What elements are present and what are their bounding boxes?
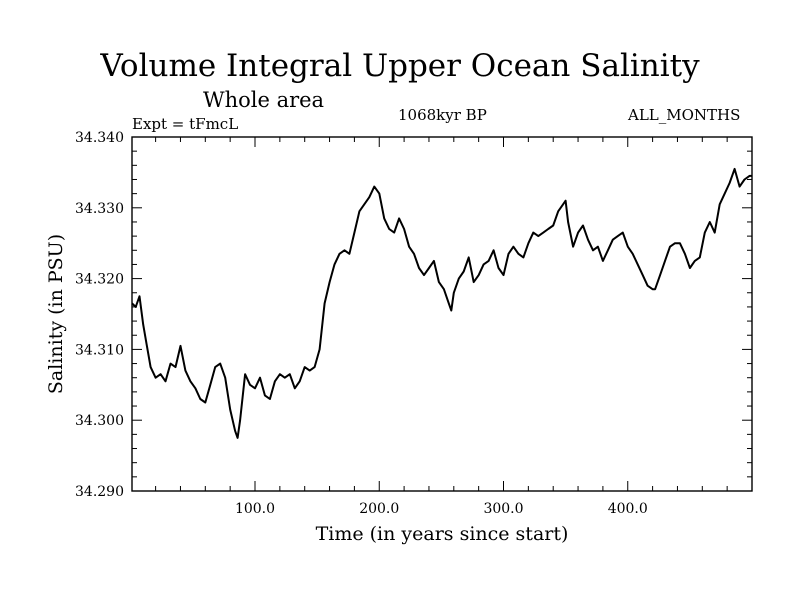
- plot-frame: [131, 136, 753, 492]
- y-tick-label: 34.320: [75, 272, 124, 288]
- y-tick-label: 34.310: [75, 342, 124, 358]
- y-tick-label: 34.290: [75, 484, 124, 500]
- x-tick-label: 300.0: [483, 501, 523, 517]
- tick-labels: 100.0 200.0 300.0 400.0 34.290 34.300 34.310 34…: [75, 130, 648, 517]
- x-tick-label: 100.0: [235, 501, 275, 517]
- y-axis-label: Salinity (in PSU): [45, 234, 67, 394]
- experiment-label: Expt = tFmcL: [132, 115, 239, 133]
- x-tick-label: 200.0: [359, 501, 399, 517]
- y-tick-label: 34.340: [75, 130, 124, 146]
- x-tick-label: 400.0: [608, 501, 648, 517]
- series-line-salinity: [131, 167, 752, 439]
- chart-subtitle: Whole area: [203, 88, 325, 112]
- chart-title: Volume Integral Upper Ocean Salinity: [100, 48, 700, 84]
- y-tick-label: 34.300: [75, 413, 124, 429]
- x-axis-label: Time (in years since start): [316, 523, 569, 545]
- tick-marks: [132, 136, 752, 492]
- era-label: 1068kyr BP: [398, 106, 487, 124]
- months-label: ALL_MONTHS: [628, 106, 741, 124]
- y-tick-label: 34.330: [75, 201, 124, 217]
